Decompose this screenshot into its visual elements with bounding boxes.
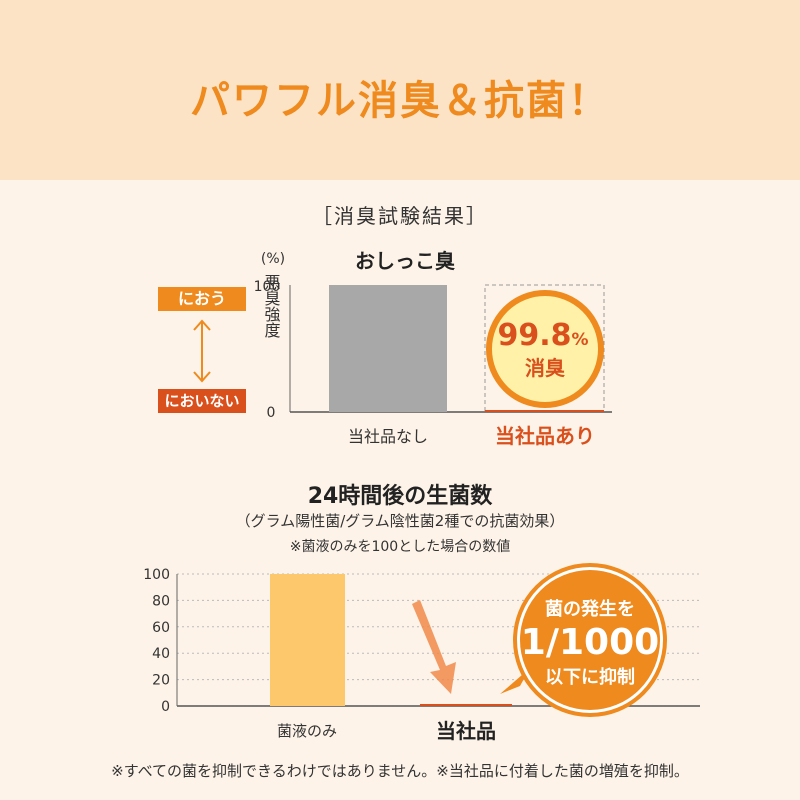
- footer-note: ※すべての菌を抑制できるわけではありません。※当社品に付着した菌の増殖を抑制。: [111, 762, 689, 780]
- bar-solution-only: [270, 574, 345, 706]
- x-label-with-product: 当社品あり: [495, 424, 595, 448]
- unit-label: (%): [261, 251, 285, 267]
- antibac-title: 24時間後の生菌数: [307, 484, 493, 509]
- header-banner: [0, 0, 800, 180]
- x-label-solution-only: 菌液のみ: [277, 722, 337, 740]
- antibac-badge-line3: 以下に抑制: [545, 667, 635, 688]
- chart1-title: おしっこ臭: [355, 249, 455, 273]
- antibac-subtitle: （グラム陽性菌/グラム陰性菌2種での抗菌効果）: [235, 512, 565, 530]
- x-label-our-product: 当社品: [436, 719, 496, 743]
- deodor-badge-label: 消臭: [525, 356, 565, 380]
- up-down-arrow-icon: [193, 319, 211, 383]
- y-tick-label: 40: [152, 646, 170, 662]
- antibacterial-chart: 0 20 40 60 80 100 菌の発生を 1/1000 以下に抑制 菌液のみ 当社品: [143, 563, 700, 743]
- bar-no-product: [329, 285, 447, 412]
- antibac-badge-inner: [520, 570, 660, 710]
- deodorization-chart: (%) おしっこ臭 100 0 悪臭強度 当社品なし 当社品あり 99.8% 消…: [254, 249, 612, 448]
- tag-smell: におう: [158, 287, 246, 311]
- deodor-badge-circle: [486, 290, 604, 408]
- banner-title: パワフル消臭＆抗菌！: [190, 78, 610, 124]
- y-tick-label: 80: [152, 593, 170, 609]
- antibac-badge-line1: 菌の発生を: [545, 598, 635, 620]
- y-axis-label: 悪臭強度: [262, 274, 281, 338]
- y-tick-label: 0: [161, 699, 170, 715]
- tag-no-smell: においない: [158, 389, 246, 413]
- down-arrow-icon: [412, 600, 456, 694]
- bar-our-product: [420, 704, 512, 706]
- deodor-section-title: ［消臭試験結果］: [312, 204, 488, 228]
- deodor-badge-value: 99.8%: [497, 318, 588, 353]
- x-label-no-product: 当社品なし: [348, 427, 428, 446]
- antibac-note: ※菌液のみを100とした場合の数値: [289, 539, 511, 555]
- antibac-badge-line2: 1/1000: [521, 622, 659, 663]
- bar-with-product: [485, 410, 604, 412]
- y-tick-label: 60: [152, 620, 170, 636]
- y-tick-label: 20: [152, 673, 170, 689]
- y-tick-0: 0: [267, 405, 276, 421]
- y-tick-label: 100: [143, 567, 170, 583]
- y-tick-100: 100: [254, 279, 281, 295]
